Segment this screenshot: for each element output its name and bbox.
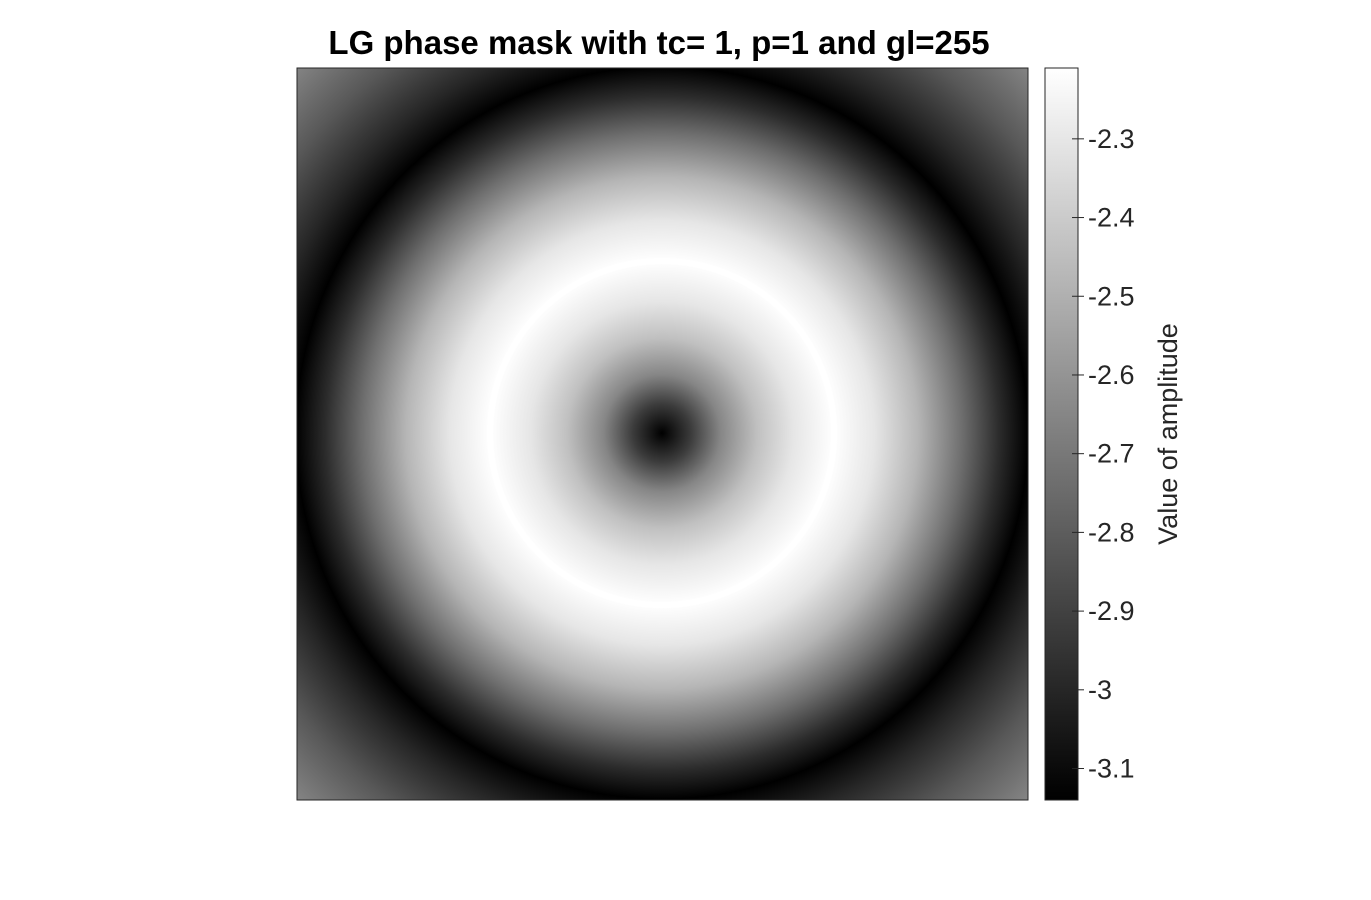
colorbar-tick-label: -2.9: [1088, 596, 1135, 626]
colorbar-ticks: -2.3 -2.4 -2.5 -2.6 -2.7 -2.8 -2.9 -3 -3.1: [1072, 124, 1135, 784]
colorbar-tick-label: -2.6: [1088, 360, 1135, 390]
colorbar-tick-label: -2.4: [1088, 203, 1135, 233]
phase-mask-plot: [297, 68, 1028, 800]
colorbar-tick-label: -2.5: [1088, 281, 1135, 311]
colorbar: -2.3 -2.4 -2.5 -2.6 -2.7 -2.8 -2.9 -3 -3.1 Value…: [1044, 67, 1183, 801]
phase-mask-image: [297, 68, 1028, 800]
colorbar-tick-label: -3: [1088, 675, 1112, 705]
colorbar-image: [1045, 68, 1078, 800]
colorbar-tick-label: -3.1: [1088, 754, 1135, 784]
plot-frame: [296, 67, 1029, 801]
colorbar-label: Value of amplitude: [1153, 323, 1183, 545]
colorbar-frame: [1044, 67, 1079, 801]
colorbar-tick-label: -2.8: [1088, 517, 1135, 547]
peak-ring: [486, 257, 838, 609]
colorbar-tick-label: -2.7: [1088, 439, 1135, 469]
chart-title: LG phase mask with tc= 1, p=1 and gl=255: [328, 24, 989, 61]
bright-ring-group: [486, 257, 838, 609]
colorbar-tick-label: -2.3: [1088, 124, 1135, 154]
